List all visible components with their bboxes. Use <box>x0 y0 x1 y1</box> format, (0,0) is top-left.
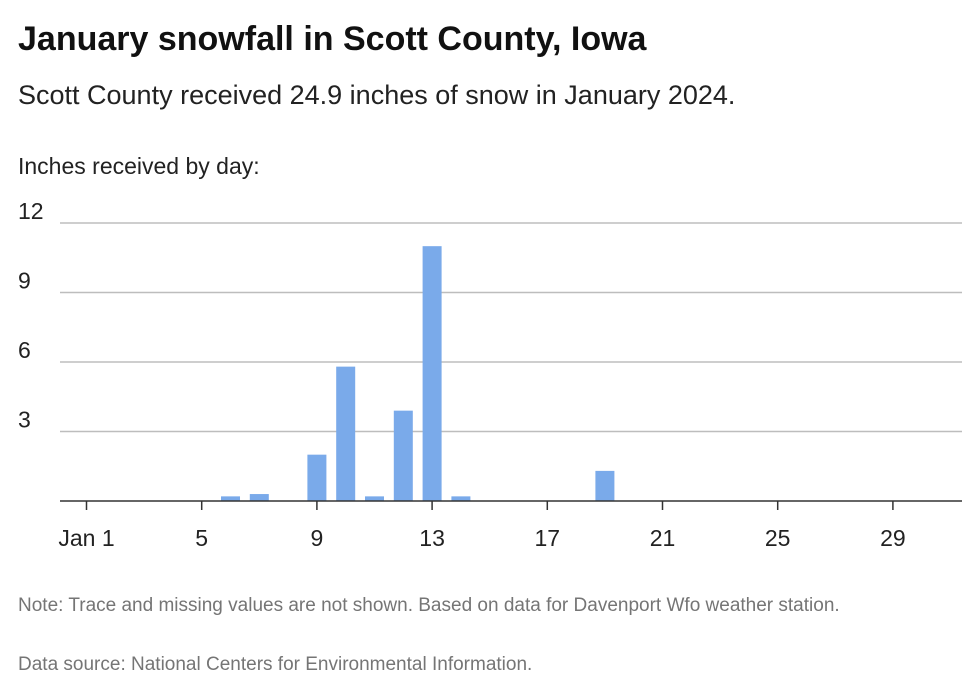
x-tick-label: 21 <box>650 525 676 551</box>
bar-day-7 <box>249 494 269 501</box>
x-tick-label: 17 <box>535 525 561 551</box>
data-source: Data source: National Centers for Enviro… <box>18 654 533 675</box>
chart-note: Note: Trace and missing values are not s… <box>18 595 840 616</box>
chart-subtitle: Scott County received 24.9 inches of sno… <box>18 80 736 110</box>
x-tick-label: Jan 1 <box>58 525 114 551</box>
x-tick-label: 13 <box>419 525 445 551</box>
bar-day-6 <box>221 496 240 501</box>
x-tick-label: 9 <box>311 525 324 551</box>
x-tick-label: 29 <box>880 525 906 551</box>
y-tick-label: 9 <box>18 268 31 294</box>
bar-day-11 <box>365 496 384 501</box>
x-tick-label: 5 <box>195 525 208 551</box>
bar-day-19 <box>595 470 615 501</box>
chart-title: January snowfall in Scott County, Iowa <box>18 20 647 58</box>
gridlines: 3 6 9 12 <box>18 198 962 433</box>
bars <box>221 246 615 501</box>
bar-day-13 <box>422 246 442 501</box>
snowfall-bar-chart: 3 6 9 12 Jan 1 5 9 13 17 21 25 29 <box>18 198 962 551</box>
y-tick-label: 12 <box>18 198 44 224</box>
y-tick-label: 6 <box>18 337 31 363</box>
bar-day-10 <box>336 366 356 501</box>
y-axis-label: Inches received by day: <box>18 153 260 179</box>
x-axis: Jan 1 5 9 13 17 21 25 29 <box>58 500 962 551</box>
bar-day-14 <box>451 496 471 501</box>
bar-day-12 <box>393 410 413 501</box>
y-tick-label: 3 <box>18 407 31 433</box>
x-tick-label: 25 <box>765 525 791 551</box>
bar-day-9 <box>307 454 327 501</box>
